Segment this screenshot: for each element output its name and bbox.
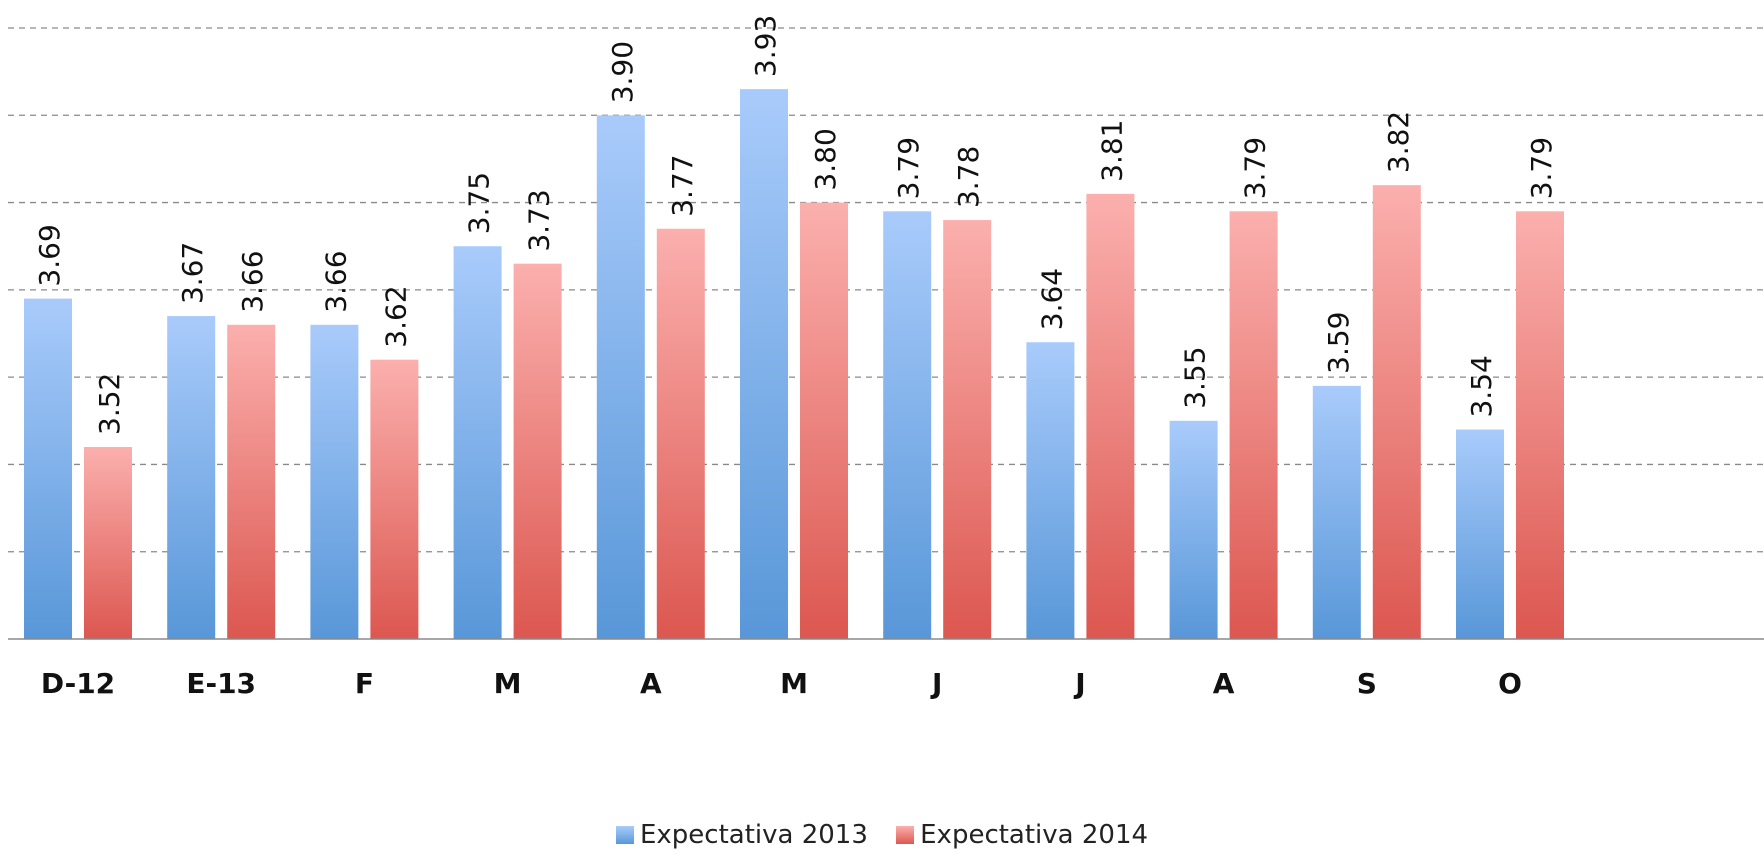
x-tick-label: A xyxy=(640,667,662,700)
x-tick-label: E-13 xyxy=(186,667,256,700)
legend-swatch-2014 xyxy=(896,826,915,844)
data-label: 3.79 xyxy=(1239,137,1272,199)
bar-2014-4 xyxy=(656,228,705,639)
data-label: 3.78 xyxy=(952,146,985,208)
data-label: 3.90 xyxy=(606,41,639,103)
data-label: 3.66 xyxy=(319,250,352,312)
data-label: 3.59 xyxy=(1322,312,1355,374)
data-label: 3.80 xyxy=(809,128,842,190)
data-label: 3.82 xyxy=(1382,111,1415,173)
legend-label-2013: Expectativa 2013 xyxy=(639,820,868,850)
data-label: 3.52 xyxy=(93,373,126,435)
bar-2013-1 xyxy=(167,316,216,639)
x-tick-label: F xyxy=(355,667,374,700)
x-tick-label: A xyxy=(1213,667,1235,700)
data-labels: 3.69 3.52 3.67 3.66 3.66 3.62 3.75 3.73 3.90 3.77… xyxy=(33,15,1558,435)
data-label: 3.55 xyxy=(1179,346,1212,408)
x-axis: D-12 E-13 F M A M J J A S O xyxy=(8,638,1764,700)
bar-2014-9 xyxy=(1372,185,1421,639)
data-label: 3.79 xyxy=(1525,137,1558,199)
bar-2013-3 xyxy=(453,246,502,639)
data-label: 3.67 xyxy=(176,242,209,304)
data-label: 3.69 xyxy=(33,224,66,286)
x-tick-label: S xyxy=(1357,667,1377,700)
x-tick-label: J xyxy=(930,667,942,700)
data-label: 3.64 xyxy=(1035,268,1068,330)
x-tick-label: M xyxy=(780,667,808,700)
bar-2014-0 xyxy=(84,446,132,639)
bar-2014-3 xyxy=(513,263,562,639)
data-label: 3.54 xyxy=(1465,355,1498,417)
data-label: 3.66 xyxy=(236,250,269,312)
legend-label-2014: Expectativa 2014 xyxy=(920,820,1149,850)
x-tick-label: M xyxy=(494,667,522,700)
bars xyxy=(24,89,1564,640)
bar-2014-6 xyxy=(943,220,992,639)
bar-2013-2 xyxy=(310,324,359,639)
data-label: 3.73 xyxy=(523,189,556,251)
legend: Expectativa 2013 Expectativa 2014 xyxy=(0,820,1764,851)
x-tick-label: O xyxy=(1498,667,1522,700)
legend-swatch-2013 xyxy=(615,826,634,844)
bar-2014-10 xyxy=(1516,211,1564,640)
bar-2014-1 xyxy=(227,324,276,639)
data-label: 3.93 xyxy=(749,15,782,77)
bar-2013-4 xyxy=(596,115,645,640)
bar-2013-6 xyxy=(883,211,932,640)
bar-2013-0 xyxy=(24,298,72,639)
data-label: 3.75 xyxy=(463,172,496,234)
legend-item-2014: Expectativa 2014 xyxy=(896,820,1148,850)
data-label: 3.77 xyxy=(666,154,699,216)
data-label: 3.79 xyxy=(892,137,925,199)
bar-2014-7 xyxy=(1086,193,1135,640)
bar-2014-8 xyxy=(1229,211,1278,640)
bar-2013-9 xyxy=(1312,385,1361,639)
bar-2013-5 xyxy=(740,89,788,640)
bar-2013-10 xyxy=(1456,429,1504,639)
x-tick-label: J xyxy=(1073,667,1085,700)
data-label: 3.81 xyxy=(1095,119,1128,181)
bar-2013-8 xyxy=(1169,420,1218,639)
x-tick-label: D-12 xyxy=(41,667,115,700)
data-label: 3.62 xyxy=(379,285,412,347)
bar-2014-2 xyxy=(370,359,419,639)
legend-item-2013: Expectativa 2013 xyxy=(615,820,868,850)
bar-2013-7 xyxy=(1026,342,1075,639)
bar-2014-5 xyxy=(800,202,848,640)
